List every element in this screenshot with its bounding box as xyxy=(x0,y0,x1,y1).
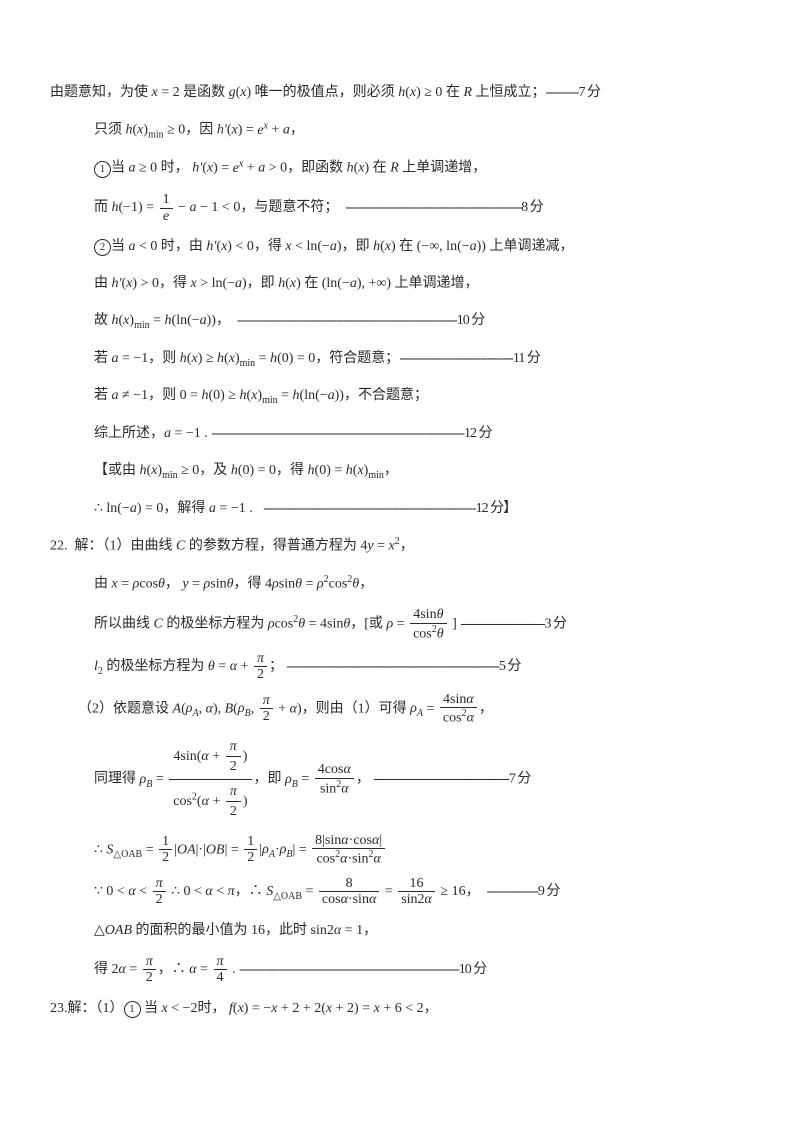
text-line: 若 a = −1，则 h(x) ≥ h(x)min = h(0) = 0，符合题… xyxy=(94,345,750,374)
text-line: 同理得 ρB = 4sin(α + π2)cos2(α + π2)，即 ρB =… xyxy=(94,735,750,824)
text-line: 由题意知，为使 x = 2 是函数 g(x) 唯一的极值点，则必须 h(x) ≥… xyxy=(50,79,750,107)
text-line: 综上所述，a = −1 . --------------------------… xyxy=(94,420,750,448)
text-line: l2 的极坐标方程为 θ = α + π2； -----------------… xyxy=(94,651,750,683)
text-line: ∴ ln(−a) = 0，解得 a = −1 . ---------------… xyxy=(94,495,750,523)
score-mark: ---------7 分 xyxy=(546,85,600,100)
text-line: 而 h(−1) = 1e − a − 1 < 0，与题意不符； --------… xyxy=(94,192,750,224)
text-line: 所以曲线 C 的极坐标方程为 ρcos2θ = 4sinθ，[或 ρ = 4si… xyxy=(94,607,750,641)
text-line: 【或由 h(x)min ≥ 0，及 h(0) = 0，得 h(0) = h(x)… xyxy=(94,457,750,486)
question-22-2: （2）依题意设 A(ρA, α), B(ρB, π2 + α)，则由（1）可得 … xyxy=(78,692,750,726)
text-line: 1当 a ≥ 0 时， h'(x) = ex + a > 0，即函数 h(x) … xyxy=(94,154,750,183)
text-line: ∴ S△OAB = 12|OA|·|OB| = 12|ρA·ρB| = 8|si… xyxy=(94,833,750,867)
text-line: 2当 a < 0 时，由 h'(x) < 0，得 x < ln(−a)，即 h(… xyxy=(94,233,750,261)
score-mark: -------------------------------11 分 xyxy=(399,351,540,366)
text-line: 只须 h(x)min ≥ 0，因 h'(x) = ex + a， xyxy=(94,116,750,145)
score-mark: ----------------------------------------… xyxy=(211,426,491,441)
score-mark: -----------------------3 分 xyxy=(460,617,566,632)
text-line: 由 x = ρcosθ， y = ρsinθ，得 4ρsinθ = ρ2cos2… xyxy=(94,570,750,599)
text-line: 得 2α = π2，∴ α = π4 . -------------------… xyxy=(94,954,750,986)
score-mark: ----------------------------------------… xyxy=(345,200,542,215)
text-line: ∵ 0 < α < π2 ∴ 0 < α < π，∴ S△OAB = 8cosα… xyxy=(94,876,750,908)
score-mark: --------------9 分 xyxy=(487,884,560,899)
text-line: 若 a ≠ −1，则 0 = h(0) ≥ h(x)min = h(ln(−a)… xyxy=(94,382,750,411)
score-mark: -------------------------------------7 分 xyxy=(373,772,530,787)
score-mark: ----------------------------------------… xyxy=(239,962,486,977)
score-mark: ----------------------------------------… xyxy=(237,313,484,328)
question-23: 23.解：（1）1 当 x < −2时， f(x) = −x + 2 + 2(x… xyxy=(50,995,750,1023)
question-22-1: 22. 解：（1）由曲线 C 的参数方程，得普通方程为 4y = x2， xyxy=(50,532,750,561)
score-mark: ----------------------------------------… xyxy=(263,501,516,516)
score-mark: ----------------------------------------… xyxy=(286,659,520,674)
text-line: 故 h(x)min = h(ln(−a))， -----------------… xyxy=(94,307,750,336)
text-line: 由 h'(x) > 0，得 x > ln(−a)，即 h(x) 在 (ln(−a… xyxy=(94,270,750,298)
text-line: △OAB 的面积的最小值为 16，此时 sin2α = 1， xyxy=(94,917,750,945)
